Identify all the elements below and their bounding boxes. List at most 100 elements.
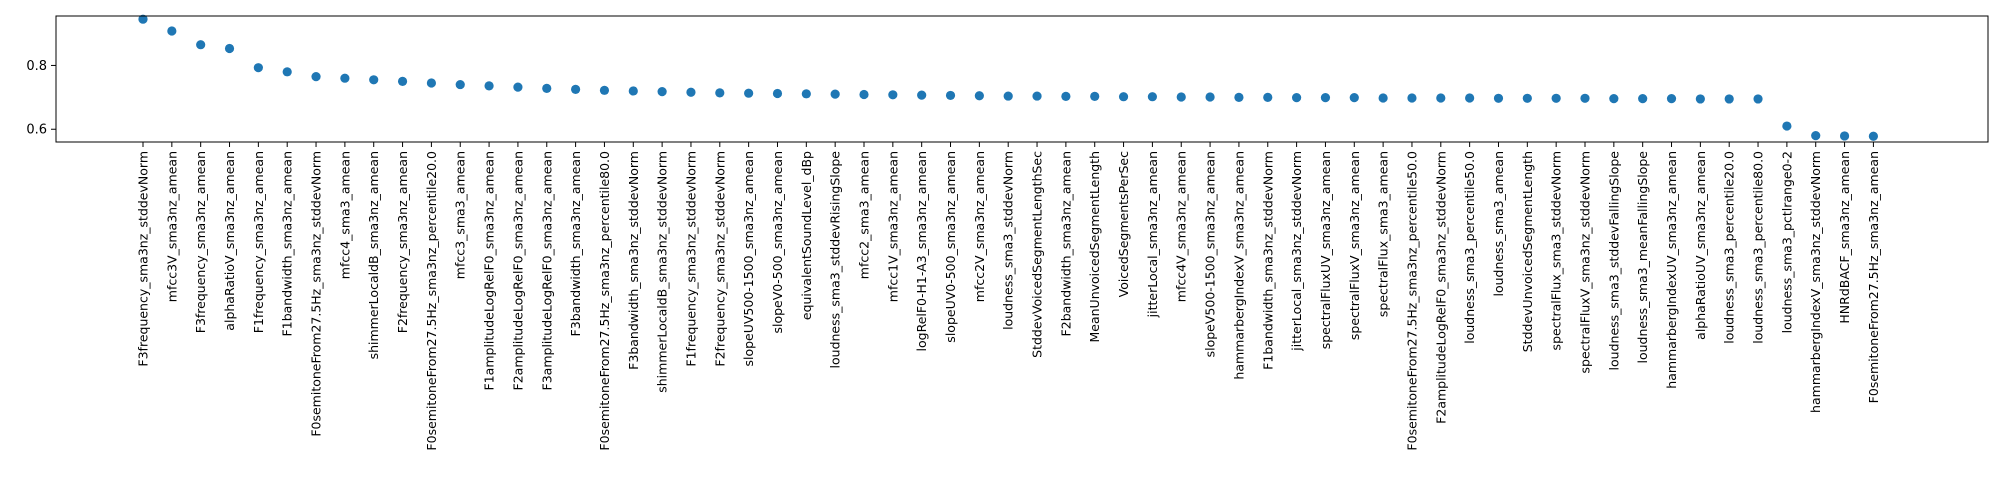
data-point: [311, 72, 321, 82]
y-axis: 0.6 0.8: [26, 59, 56, 138]
x-tick-label: F0semitoneFrom27.5Hz_sma3nz_percentile50…: [1404, 151, 1419, 451]
data-point: [859, 89, 869, 100]
data-point: [1522, 93, 1532, 103]
data-point: [1320, 93, 1331, 103]
x-tick-label: F2frequency_sma3nz_stddevNorm: [712, 151, 727, 367]
data-point: [715, 88, 725, 98]
data-point: [1292, 93, 1302, 103]
data-point: [772, 88, 783, 99]
x-tick-label: F1frequency_sma3nz_stddevNorm: [683, 151, 698, 367]
x-tick-label: F3frequency_sma3nz_amean: [193, 151, 208, 333]
x-tick-label: VoicedSegmentsPerSec: [1116, 151, 1131, 298]
x-tick-label: jitterLocal_sma3nz_stddevNorm: [1289, 151, 1304, 352]
data-point: [426, 78, 436, 88]
data-point: [484, 81, 494, 91]
x-axis: F3frequency_sma3nz_stddevNorm mfcc3V_sma3…: [136, 142, 1881, 451]
data-point: [1263, 92, 1273, 102]
data-point: [945, 90, 956, 101]
data-point: [196, 40, 206, 50]
x-tick-label: spectralFluxUV_sma3nz_amean: [1318, 151, 1333, 349]
x-tick-label: alphaRatioV_sma3nz_amean: [222, 151, 237, 331]
data-point: [1032, 91, 1042, 101]
x-tick-label: F0semitoneFrom27.5Hz_sma3nz_percentile20…: [424, 151, 439, 451]
data-point: [340, 73, 350, 83]
x-tick-label: hammarbergIndexUV_sma3nz_amean: [1664, 151, 1679, 389]
data-point: [1205, 92, 1215, 102]
data-point: [1465, 93, 1475, 103]
data-point: [1551, 93, 1561, 103]
x-tick-label: F0semitoneFrom27.5Hz_sma3nz_amean: [1866, 151, 1881, 403]
x-tick-label: mfcc2V_sma3nz_amean: [972, 151, 987, 302]
x-tick-label: hammarbergIndexV_sma3nz_amean: [1231, 151, 1246, 380]
data-point: [830, 89, 840, 99]
x-tick-label: F3bandwidth_sma3nz_stddevNorm: [626, 151, 641, 370]
y-tick-label: 0.6: [26, 123, 47, 138]
x-tick-label: F2amplitudeLogRelF0_sma3nz_amean: [510, 151, 525, 390]
data-point: [1493, 93, 1504, 103]
x-tick-label: F3amplitudeLogRelF0_sma3nz_amean: [539, 151, 554, 390]
x-tick-label: MeanUnvoicedSegmentLength: [1087, 151, 1102, 343]
data-point: [888, 90, 898, 100]
x-tick-label: loudness_sma3_stddevRisingSlope: [828, 151, 843, 369]
x-tick-label: slopeUV500-1500_sma3nz_amean: [741, 151, 756, 367]
data-point: [1003, 91, 1013, 101]
x-tick-label: spectralFlux_sma3_amean: [1376, 151, 1391, 317]
x-tick-label: loudness_sma3_percentile20.0: [1722, 151, 1737, 344]
x-tick-label: F0semitoneFrom27.5Hz_sma3nz_stddevNorm: [309, 151, 324, 437]
x-tick-label: mfcc3V_sma3nz_amean: [164, 151, 179, 302]
data-point: [1753, 94, 1763, 104]
x-tick-label: F0semitoneFrom27.5Hz_sma3nz_percentile80…: [597, 151, 612, 451]
data-point: [455, 79, 465, 90]
x-tick-label: F1amplitudeLogRelF0_sma3nz_amean: [482, 151, 497, 390]
x-tick-label: F1bandwidth_sma3nz_stddevNorm: [1260, 151, 1275, 370]
data-point: [744, 88, 754, 98]
x-tick-label: spectralFlux_sma3_stddevNorm: [1549, 151, 1564, 350]
x-tick-label: jitterLocal_sma3nz_amean: [1145, 151, 1160, 318]
x-tick-label: mfcc4_sma3_amean: [337, 151, 352, 279]
x-tick-label: mfcc4V_sma3nz_amean: [1174, 151, 1189, 302]
data-points: [138, 14, 1878, 141]
data-point: [974, 91, 984, 101]
data-point: [513, 82, 523, 92]
x-tick-label: F3bandwidth_sma3nz_amean: [568, 151, 583, 336]
data-point: [224, 43, 235, 54]
data-point: [1147, 92, 1157, 102]
data-point: [628, 86, 638, 96]
data-point: [599, 85, 610, 95]
data-point: [282, 67, 292, 77]
data-point: [1176, 92, 1186, 102]
x-tick-label: shimmerLocaldB_sma3nz_stddevNorm: [655, 151, 670, 393]
data-point: [1839, 131, 1850, 141]
data-point: [1811, 131, 1821, 141]
data-point: [369, 75, 379, 85]
x-tick-label: shimmerLocaldB_sma3nz_amean: [366, 151, 381, 359]
data-point: [657, 87, 667, 97]
data-point: [1868, 131, 1878, 141]
plot-frame: [55, 15, 1989, 143]
x-tick-label: slopeV0-500_sma3nz_amean: [770, 151, 785, 334]
data-point: [1666, 94, 1677, 104]
data-point: [542, 83, 552, 94]
x-tick-label: loudness_sma3_meanFallingSlope: [1635, 151, 1650, 364]
x-tick-label: StddevVoicedSegmentLengthSec: [1030, 151, 1045, 358]
x-tick-label: mfcc1V_sma3nz_amean: [885, 151, 900, 302]
x-tick-label: equivalentSoundLevel_dBp: [799, 151, 814, 320]
data-point: [1061, 91, 1071, 101]
x-tick-label: spectralFluxV_sma3nz_amean: [1347, 151, 1362, 340]
x-tick-label: loudness_sma3_pctlrange0-2: [1779, 151, 1794, 333]
data-point: [1609, 94, 1619, 104]
data-point: [917, 90, 927, 100]
x-tick-label: F1bandwidth_sma3nz_amean: [280, 151, 295, 336]
data-point: [1580, 93, 1590, 103]
data-point: [1638, 94, 1648, 104]
data-point: [1436, 93, 1446, 103]
data-point: [1349, 93, 1359, 103]
x-tick-label: spectralFluxV_sma3nz_stddevNorm: [1578, 151, 1593, 373]
x-tick-label: alphaRatioUV_sma3nz_amean: [1693, 151, 1708, 340]
x-tick-label: StddevUnvoicedSegmentLength: [1520, 151, 1535, 352]
data-point: [1695, 94, 1705, 104]
x-tick-label: slopeV500-1500_sma3nz_amean: [1203, 151, 1218, 357]
x-tick-label: mfcc2_sma3_amean: [857, 151, 872, 279]
